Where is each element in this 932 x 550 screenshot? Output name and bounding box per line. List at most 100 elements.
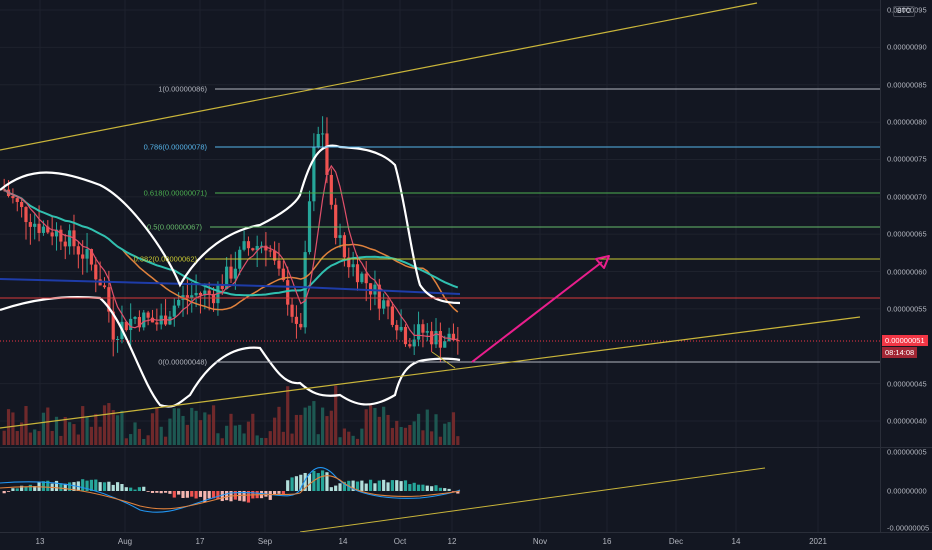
candle (246, 236, 251, 256)
candle (150, 309, 155, 323)
price-tick: 0.00000095 (887, 5, 927, 15)
macd-bar (421, 484, 425, 491)
volume-bar (233, 425, 237, 445)
price-tick: 0.00000085 (887, 80, 927, 90)
macd-bar (28, 484, 32, 491)
macd-bar (307, 473, 312, 491)
candle-body (368, 283, 373, 295)
candle (382, 293, 386, 315)
volume-bar (360, 428, 364, 445)
candle (312, 133, 316, 212)
candle (355, 255, 360, 291)
volume-bar (242, 433, 246, 445)
candle (412, 324, 416, 356)
oscillator-pane[interactable] (0, 448, 880, 532)
macd-bar (220, 491, 224, 502)
candle-body (198, 292, 203, 296)
volume-bar (68, 422, 72, 445)
candle-body (408, 344, 412, 347)
candle (76, 241, 80, 269)
candle-body (33, 223, 37, 227)
candle-body (255, 245, 259, 251)
osc-tick: 0.00000005 (887, 447, 927, 457)
macd-bar (351, 480, 355, 491)
volume-bar (63, 417, 67, 445)
candle-body (382, 300, 386, 309)
candle-body (220, 284, 224, 290)
price-tick: 0.00000080 (887, 117, 927, 127)
macd-bar (163, 491, 168, 493)
macd-bar (111, 484, 115, 491)
candle (59, 225, 63, 251)
macd-bar (124, 487, 128, 491)
osc-tick: 0.00000000 (887, 486, 927, 496)
candle-body (386, 300, 390, 307)
time-tick: 12 (447, 537, 457, 546)
macd-bar (373, 483, 377, 491)
candle (129, 303, 133, 346)
candle (377, 278, 381, 321)
bollinger-upper (0, 144, 461, 305)
volume-bar (368, 405, 373, 445)
fib-level-label: 0.5(0.00000067) (146, 222, 202, 232)
macd-bar (355, 481, 360, 491)
candle (89, 248, 94, 271)
candle (124, 321, 128, 332)
candle (142, 309, 146, 331)
candle-body (28, 222, 32, 227)
volume-bar (59, 435, 63, 445)
candle (28, 213, 32, 245)
candle-body (251, 248, 255, 251)
macd-bar (338, 483, 342, 491)
candle-body (246, 241, 251, 249)
volume-bar (142, 438, 146, 445)
candle (172, 298, 176, 327)
candle-body (434, 331, 438, 345)
ma-teal-line (3, 188, 459, 297)
candle-body (277, 260, 281, 269)
price-tick: 0.00000045 (887, 379, 927, 389)
candle (351, 251, 355, 277)
volume-bar (216, 433, 220, 445)
candle-body (325, 133, 329, 175)
time-tick: 13 (35, 537, 45, 546)
macd-bar (364, 483, 368, 491)
candle-body (290, 304, 294, 317)
candle-body (41, 226, 46, 233)
volume-bar (438, 436, 442, 445)
volume-bar (281, 431, 285, 445)
candle (399, 309, 403, 333)
macd-bar (286, 480, 290, 491)
volume-bar (163, 436, 168, 445)
candle (299, 312, 303, 330)
time-axis[interactable]: 13 Aug 17 Sep 14 Oct 12 Nov 16 Dec 14 2021 (0, 532, 932, 550)
candle (425, 323, 429, 342)
main-chart-pane[interactable] (0, 0, 880, 447)
candle-body (20, 201, 24, 208)
candle-body (63, 241, 67, 247)
candle (146, 310, 150, 326)
macd-bar (443, 488, 447, 491)
macd-bar (390, 480, 394, 491)
volume-bar (207, 414, 211, 445)
volume-bar (430, 431, 434, 445)
candle (321, 116, 325, 149)
volume-bar (259, 437, 264, 445)
candle (268, 245, 272, 258)
price-scale[interactable]: 0.00000095 0.00000090 0.00000085 0.00000080… (880, 0, 932, 533)
pane-divider[interactable] (0, 447, 932, 448)
candle-body (146, 312, 150, 318)
candle (290, 298, 294, 323)
volume-bar (159, 426, 163, 445)
price-tick: 0.00000075 (887, 154, 927, 164)
macd-bar (403, 480, 408, 491)
candle-body (150, 317, 155, 323)
candle (63, 233, 67, 260)
candle (233, 251, 237, 290)
candle (364, 261, 368, 302)
currency-badge[interactable]: BTC (893, 6, 915, 17)
candle-body (403, 326, 408, 345)
candle-body (421, 324, 425, 333)
candle-body (37, 223, 41, 233)
macd-bar (334, 485, 338, 491)
